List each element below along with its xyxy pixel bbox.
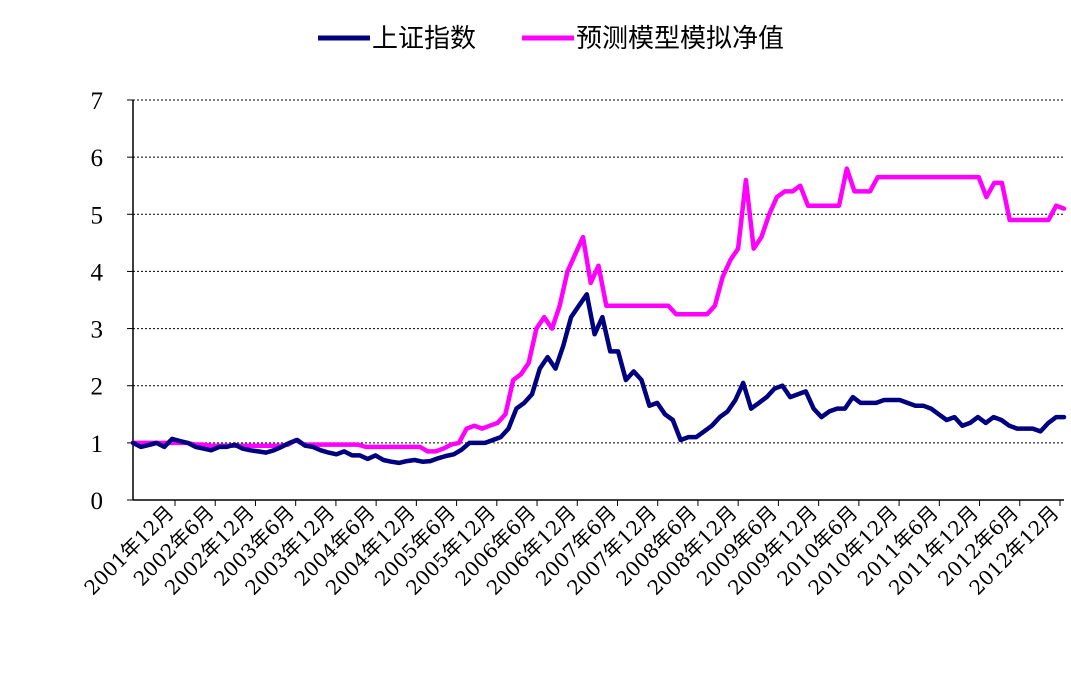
y-tick-label: 5 (91, 202, 104, 229)
legend: 上证指数 预测模型模拟净值 (318, 24, 784, 54)
y-tick-label: 2 (91, 374, 104, 401)
y-tick-label: 3 (91, 317, 104, 344)
y-tick-label: 7 (91, 88, 104, 115)
series-line (130, 292, 1067, 466)
series-lines (130, 166, 1067, 466)
y-tick-labels: 0 1 2 3 4 5 6 7 (91, 88, 104, 515)
legend-label: 上证指数 (372, 24, 476, 54)
y-tick-label: 0 (91, 488, 104, 515)
y-tick-label: 1 (91, 431, 104, 458)
y-tick-label: 6 (91, 145, 104, 172)
series-line (130, 166, 1067, 454)
legend-label: 预测模型模拟净值 (576, 24, 784, 54)
x-tick-labels: 2001年12月2002年6月2002年12月2003年6月2003年12月20… (79, 501, 1063, 600)
axes (127, 99, 1064, 506)
y-tick-label: 4 (91, 259, 104, 286)
